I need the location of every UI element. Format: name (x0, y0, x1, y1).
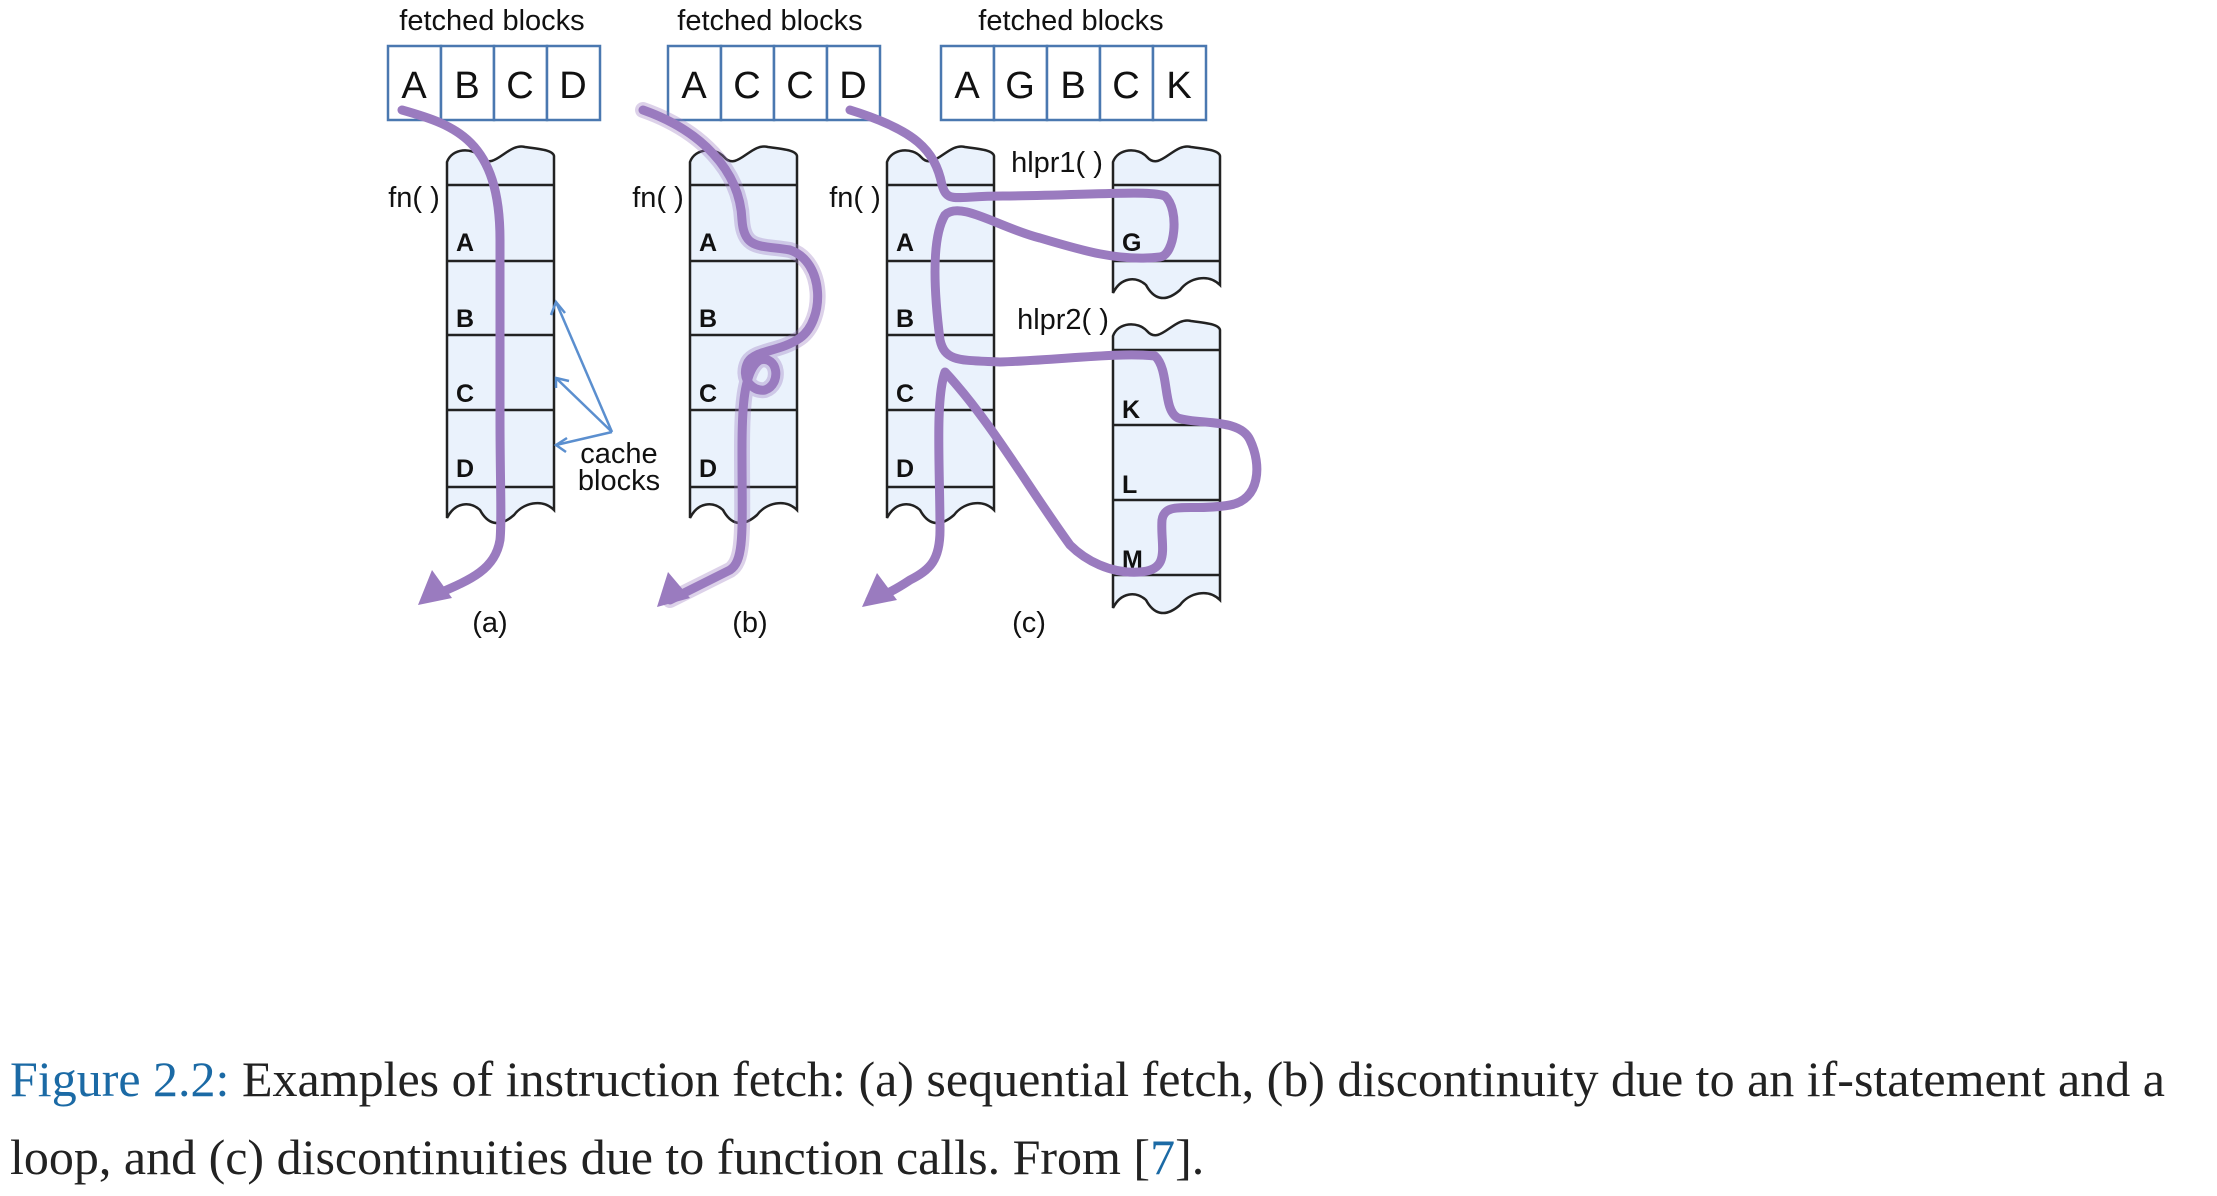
fn-label-a: fn( ) (388, 182, 440, 214)
cache-column-b (688, 145, 799, 525)
helper-label-hlpr2: hlpr2( ) (1017, 304, 1109, 336)
fetched-cell (439, 44, 496, 122)
fetched-cell (1098, 44, 1155, 122)
cache-block-label: A (699, 229, 717, 257)
figure-caption: Figure 2.2: Examples of instruction fetc… (10, 1040, 2210, 1196)
fetched-cell (939, 44, 996, 122)
fetched-cell-label: C (733, 65, 760, 107)
cache-block-label: D (896, 455, 914, 483)
helper-label-hlpr1: hlpr1( ) (1011, 147, 1103, 179)
cache-blocks-annotation: cache blocks (549, 299, 660, 497)
fetched-cell-label: A (681, 65, 707, 107)
figure-label: Figure 2.2: (10, 1051, 230, 1107)
cache-block-label: D (456, 455, 474, 483)
cache-block-label: G (1122, 229, 1141, 257)
fetched-cell (386, 44, 443, 122)
fetched-blocks-row-b: A C C D (666, 44, 882, 122)
fetched-cell (545, 44, 602, 122)
fetch-flow-path-c (845, 105, 1262, 605)
fetched-cell-label: K (1166, 65, 1191, 107)
fetched-blocks-row-a: A B C D (386, 44, 602, 122)
fetch-flow-path-a (397, 105, 506, 600)
fetched-cell (492, 44, 549, 122)
caption-text: Examples of instruction fetch: (a) seque… (10, 1051, 2165, 1185)
cache-block-label: C (699, 380, 717, 408)
cache-blocks-label-line2: blocks (578, 465, 660, 497)
cache-column-hlpr1 (1111, 145, 1222, 300)
fetched-cell-label: B (454, 65, 479, 107)
cache-block-label: A (896, 229, 914, 257)
flow-arrowhead-icon (862, 573, 897, 607)
caption-close: ]. (1175, 1129, 1205, 1185)
fetched-blocks-label-b: fetched blocks (677, 5, 862, 37)
fetched-cell-label: A (954, 65, 980, 107)
panel-c: fetched blocks A G B C K fn( ) A B C D h… (829, 5, 1262, 639)
fetched-cell (1151, 44, 1208, 122)
fetched-cell (666, 44, 723, 122)
fn-label-c: fn( ) (829, 182, 881, 214)
panel-label-c: (c) (1012, 607, 1046, 639)
fetched-cell-label: A (401, 65, 427, 107)
reference-link[interactable]: 7 (1150, 1129, 1176, 1185)
fn-label-b: fn( ) (632, 182, 684, 214)
cache-block-label: C (456, 380, 474, 408)
panel-b: fetched blocks A C C D fn( ) A B C D (632, 5, 882, 639)
instruction-fetch-diagram: fetched blocks A B C D fn( ) A B C D (386, 5, 1262, 639)
fetched-cell-label: C (506, 65, 533, 107)
panel-label-b: (b) (732, 607, 767, 639)
fetched-cell-label: D (559, 65, 586, 107)
cache-block-label: B (699, 305, 717, 333)
fetched-blocks-row-c: A G B C K (939, 44, 1208, 122)
caption-open-bracket: [ (1133, 1129, 1151, 1185)
flow-arrowhead-icon (418, 570, 452, 605)
cache-block-label: B (896, 305, 914, 333)
fetched-blocks-label-a: fetched blocks (399, 5, 584, 37)
cache-block-label: A (456, 229, 474, 257)
cache-block-label: L (1122, 471, 1137, 499)
fetched-cell-label: D (839, 65, 866, 107)
cache-block-label: M (1122, 546, 1143, 574)
cache-block-label: C (896, 380, 914, 408)
fetched-cell-label: C (1112, 65, 1139, 107)
panel-a: fetched blocks A B C D fn( ) A B C D (386, 5, 660, 639)
cache-block-label: D (699, 455, 717, 483)
fetched-cell-label: G (1005, 65, 1035, 107)
cache-blocks-label-line1: cache (580, 438, 657, 470)
cache-block-label: K (1122, 396, 1140, 424)
panel-label-a: (a) (472, 607, 507, 639)
flow-arrowhead-icon (657, 572, 690, 607)
fetched-cell-label: B (1060, 65, 1085, 107)
fetch-flow-path-b (635, 102, 826, 608)
cache-block-label: B (456, 305, 474, 333)
fetched-cell-label: C (786, 65, 813, 107)
fetched-blocks-label-c: fetched blocks (978, 5, 1163, 37)
